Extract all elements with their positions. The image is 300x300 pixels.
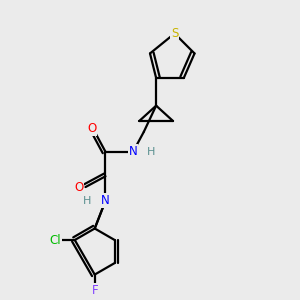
Text: O: O: [74, 181, 83, 194]
Text: F: F: [92, 284, 98, 297]
Text: H: H: [147, 147, 156, 157]
Text: N: N: [101, 194, 110, 207]
Text: H: H: [83, 196, 91, 206]
Text: N: N: [129, 145, 137, 158]
Text: Cl: Cl: [49, 233, 61, 247]
Text: S: S: [171, 27, 178, 40]
Text: O: O: [87, 122, 96, 135]
